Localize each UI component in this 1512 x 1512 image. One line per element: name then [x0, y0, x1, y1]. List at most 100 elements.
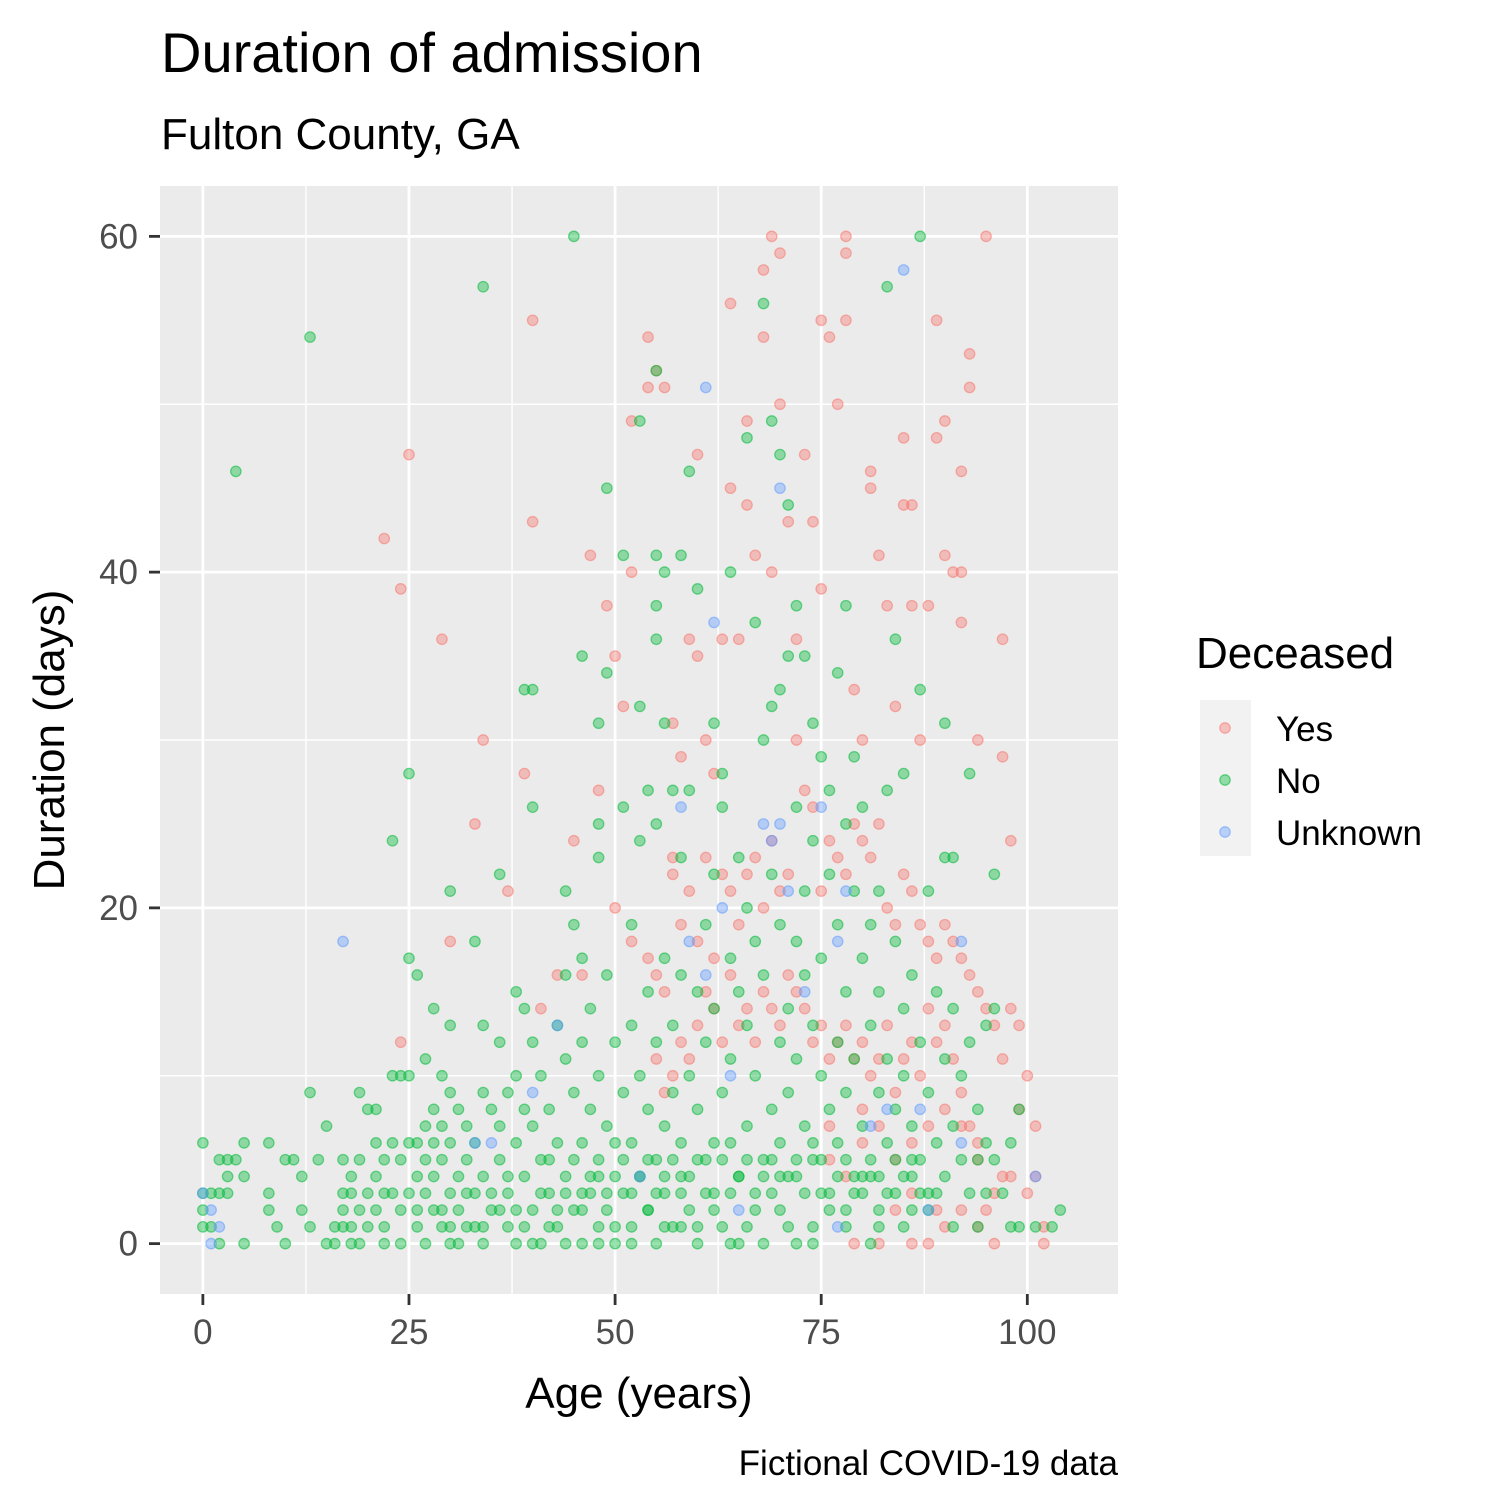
point-no [881, 1187, 894, 1200]
point-unknown [798, 985, 811, 998]
point-yes [922, 935, 935, 948]
legend-label-yes: Yes [1276, 710, 1333, 749]
point-yes [732, 1019, 745, 1032]
point-yes [691, 1019, 704, 1032]
point-no [1029, 1220, 1042, 1233]
point-unknown [1029, 1170, 1042, 1183]
point-yes [708, 767, 720, 780]
point-yes [864, 1069, 877, 1082]
point-yes [939, 415, 951, 427]
point-yes [971, 1137, 984, 1149]
point-no [906, 1170, 918, 1183]
point-yes [996, 1053, 1009, 1065]
point-no [708, 717, 720, 730]
point-no [724, 1053, 737, 1065]
point-no [650, 549, 663, 562]
point-no [699, 1153, 712, 1166]
point-unknown [881, 1103, 894, 1116]
point-no [831, 666, 844, 679]
point-yes [815, 583, 828, 595]
point-yes [873, 818, 885, 830]
point-no [469, 935, 481, 948]
point-no [559, 1170, 572, 1183]
point-yes [955, 952, 968, 965]
point-no [840, 1153, 852, 1166]
point-no [782, 1170, 795, 1183]
point-no [856, 1187, 869, 1200]
point-no [790, 935, 803, 948]
point-no [543, 1220, 555, 1233]
point-yes [897, 1053, 910, 1065]
point-no [658, 566, 671, 578]
point-no [477, 1237, 490, 1250]
point-no [403, 1069, 415, 1082]
point-no [584, 1187, 597, 1200]
point-no [790, 1153, 803, 1166]
point-no [939, 851, 951, 864]
point-no [502, 1170, 514, 1183]
point-no [873, 1170, 885, 1183]
point-no [914, 1187, 926, 1200]
point-no [658, 1187, 671, 1200]
point-no [617, 1187, 630, 1200]
point-yes [955, 465, 968, 478]
point-no [568, 918, 580, 931]
point-yes [584, 549, 597, 562]
point-no [600, 482, 613, 495]
point-no [642, 784, 654, 797]
point-unknown [922, 1204, 935, 1216]
point-unknown [732, 1204, 745, 1216]
point-no [551, 1137, 564, 1149]
x-tick-label: 50 [596, 1313, 635, 1352]
point-no [633, 834, 646, 847]
point-no [337, 1220, 349, 1233]
point-yes [906, 1036, 918, 1049]
point-yes [889, 700, 902, 713]
point-no [765, 700, 778, 713]
point-yes [906, 1137, 918, 1149]
point-no [477, 280, 490, 293]
point-no [930, 1137, 943, 1149]
point-no [963, 1187, 976, 1200]
point-yes [551, 969, 564, 981]
point-no [427, 1103, 440, 1116]
point-no [460, 1220, 473, 1233]
point-no [353, 1086, 366, 1099]
point-no [897, 1002, 910, 1015]
point-yes [881, 1019, 894, 1032]
point-no [873, 985, 885, 998]
point-no [609, 1220, 621, 1233]
point-yes [765, 230, 778, 243]
point-no [320, 1237, 333, 1250]
point-no [452, 1204, 465, 1216]
point-unknown [197, 1187, 209, 1200]
point-no [848, 1187, 861, 1200]
point-yes [535, 1002, 547, 1015]
point-no [600, 969, 613, 981]
point-no [790, 1170, 803, 1183]
point-yes [823, 331, 836, 343]
point-no [757, 969, 770, 981]
point-no [683, 1069, 696, 1082]
point-no [535, 1187, 547, 1200]
point-yes [757, 264, 770, 276]
point-yes [757, 902, 770, 914]
point-no [774, 1204, 786, 1216]
point-no [666, 1153, 679, 1166]
point-no [914, 1036, 926, 1049]
point-no [345, 1237, 358, 1250]
point-no [823, 1187, 836, 1200]
point-yes [914, 1069, 926, 1082]
point-no [477, 1170, 490, 1183]
point-no [939, 1170, 951, 1183]
point-no [889, 633, 902, 646]
point-no [906, 1120, 918, 1132]
point-no [807, 1237, 819, 1250]
point-no [691, 1237, 704, 1250]
point-no [592, 818, 605, 830]
point-yes [699, 851, 712, 864]
point-no [1004, 1137, 1017, 1149]
point-yes [848, 818, 861, 830]
point-yes [922, 1120, 935, 1132]
point-no [741, 1220, 753, 1233]
